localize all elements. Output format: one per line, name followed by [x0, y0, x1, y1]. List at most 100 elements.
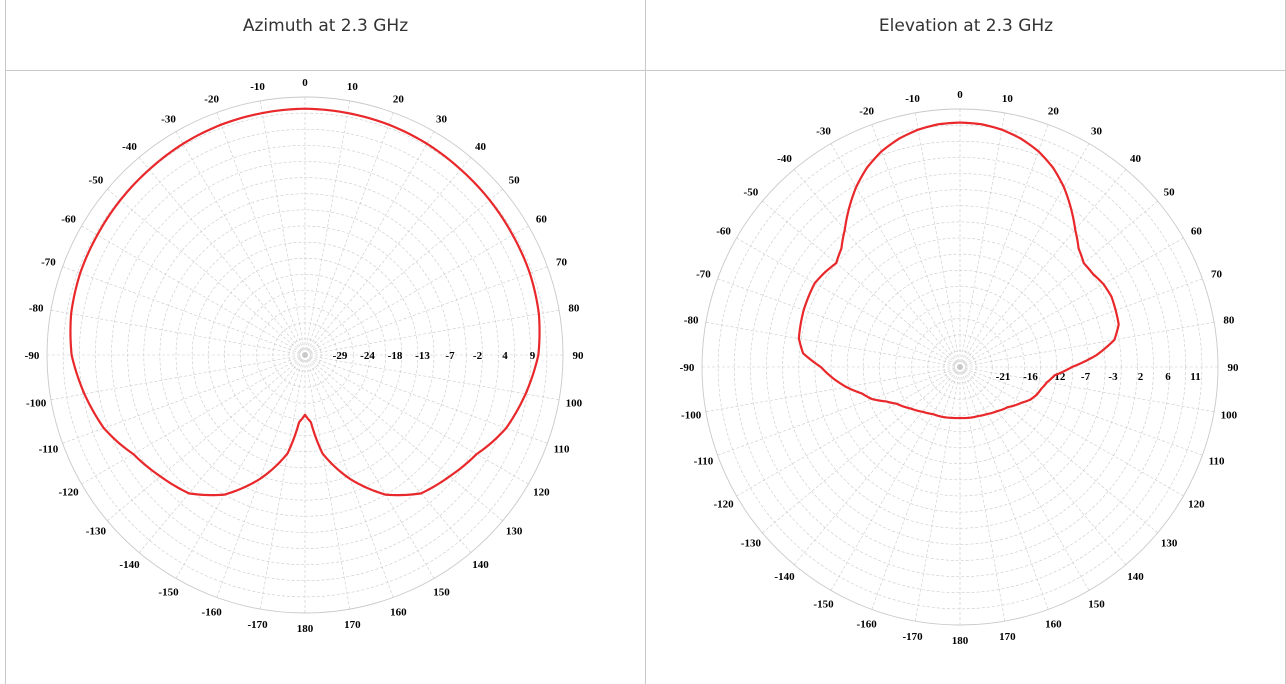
grid-spoke: [175, 354, 306, 579]
grid-spoke: [304, 354, 351, 610]
grid-circle: [750, 157, 1170, 577]
grid-spoke: [959, 143, 1090, 368]
radial-label: -24: [360, 350, 375, 362]
grid-spoke: [959, 366, 1090, 591]
angle-label: 50: [1164, 187, 1176, 199]
angle-label: -160: [857, 619, 878, 631]
angle-label: 70: [556, 257, 568, 269]
angle-label: -130: [86, 525, 107, 537]
grid-circle: [911, 318, 1009, 416]
grid-circle: [256, 306, 354, 404]
angle-label: 150: [433, 586, 450, 598]
angle-label: -30: [816, 126, 831, 138]
angle-label: 130: [506, 525, 523, 537]
grid-spoke: [959, 366, 1006, 622]
angle-label: 180: [952, 635, 969, 647]
angle-label: -140: [774, 571, 795, 583]
angle-label: 160: [1045, 619, 1062, 631]
grid-spoke: [216, 112, 306, 356]
grid-circle: [240, 290, 370, 420]
grid-spoke: [959, 321, 1215, 368]
angle-label: 140: [1127, 571, 1144, 583]
angle-label: 140: [472, 559, 489, 571]
angle-label: -170: [248, 619, 269, 631]
azimuth-title: Azimuth at 2.3 GHz: [5, 0, 646, 71]
column-divider: [645, 0, 646, 684]
angle-label: -20: [204, 93, 219, 105]
angle-label: -170: [903, 631, 924, 643]
grid-spoke: [959, 112, 1006, 368]
grid-spoke: [705, 321, 961, 368]
angle-label: -70: [696, 269, 711, 281]
angle-label: -120: [58, 487, 79, 499]
angle-label: 30: [1091, 126, 1103, 138]
angle-label: 90: [1228, 362, 1240, 374]
angle-label: -60: [716, 226, 731, 238]
grid: [701, 108, 1219, 626]
grid-spoke: [871, 124, 961, 368]
angle-label: 100: [1221, 409, 1238, 421]
angle-label: -10: [250, 81, 265, 93]
angle-label: 120: [1188, 499, 1205, 511]
angle-label: -150: [813, 598, 834, 610]
grid: [46, 96, 564, 614]
grid-spoke: [959, 366, 1203, 456]
grid-spoke: [717, 278, 961, 368]
grid-spoke: [717, 366, 961, 456]
angle-label: -130: [741, 537, 762, 549]
radial-label: -18: [388, 350, 403, 362]
radial-label: -13: [415, 350, 430, 362]
angle-label: -20: [859, 105, 874, 117]
angle-label: 110: [554, 443, 570, 455]
angle-label: -50: [89, 175, 104, 187]
angle-label: 110: [1209, 455, 1225, 467]
radial-label: -2: [473, 350, 483, 362]
angle-label: -40: [777, 153, 792, 165]
angle-label: 40: [475, 141, 487, 153]
angle-label: -90: [680, 362, 695, 374]
grid-circle: [895, 302, 1025, 432]
angle-label: 0: [302, 77, 308, 89]
elevation-polar-chart: 0 10 20 30 40 50 60 70 80 90 100 110 120 130 140 150 160…: [680, 89, 1240, 647]
grid-spoke: [304, 188, 503, 356]
angle-label: -150: [158, 586, 179, 598]
grid-spoke: [304, 309, 560, 356]
pattern-line: [797, 121, 1120, 420]
grid-spoke: [138, 157, 306, 356]
grid-spoke: [304, 354, 560, 401]
angle-label: -100: [681, 409, 702, 421]
grid-spoke: [62, 354, 306, 444]
grid-spoke: [304, 112, 394, 356]
grid-spoke: [959, 366, 1215, 413]
grid-circle: [95, 145, 515, 565]
grid-circle: [111, 161, 499, 549]
radial-label: -3: [1108, 371, 1118, 383]
radial-label: -16: [1023, 371, 1038, 383]
grid-circle: [766, 173, 1154, 561]
angle-label: 20: [393, 93, 405, 105]
radial-label: -12: [1051, 371, 1066, 383]
grid-circle: [175, 225, 435, 485]
angle-label: -30: [161, 114, 176, 126]
angle-label: 30: [436, 114, 448, 126]
angle-label: 10: [347, 81, 359, 93]
grid-spoke: [138, 354, 306, 553]
radial-label: -7: [1081, 371, 1091, 383]
angle-label: 70: [1211, 269, 1223, 281]
pattern-line: [69, 107, 541, 497]
angle-label: 180: [297, 623, 314, 635]
angle-label: -110: [39, 443, 59, 455]
angle-label: 40: [1130, 153, 1142, 165]
angle-label: 10: [1002, 93, 1014, 105]
radial-label: 2: [1138, 371, 1144, 383]
grid-spoke: [50, 309, 306, 356]
grid-spoke: [304, 354, 472, 553]
elevation-title: Elevation at 2.3 GHz: [646, 0, 1286, 71]
radial-label: -7: [445, 350, 455, 362]
angle-label: 50: [509, 175, 521, 187]
angle-label: -110: [694, 455, 714, 467]
angle-label: -90: [25, 350, 40, 362]
radial-label: 11: [1190, 371, 1200, 383]
angle-label: -120: [713, 499, 734, 511]
grid-spoke: [259, 354, 306, 610]
